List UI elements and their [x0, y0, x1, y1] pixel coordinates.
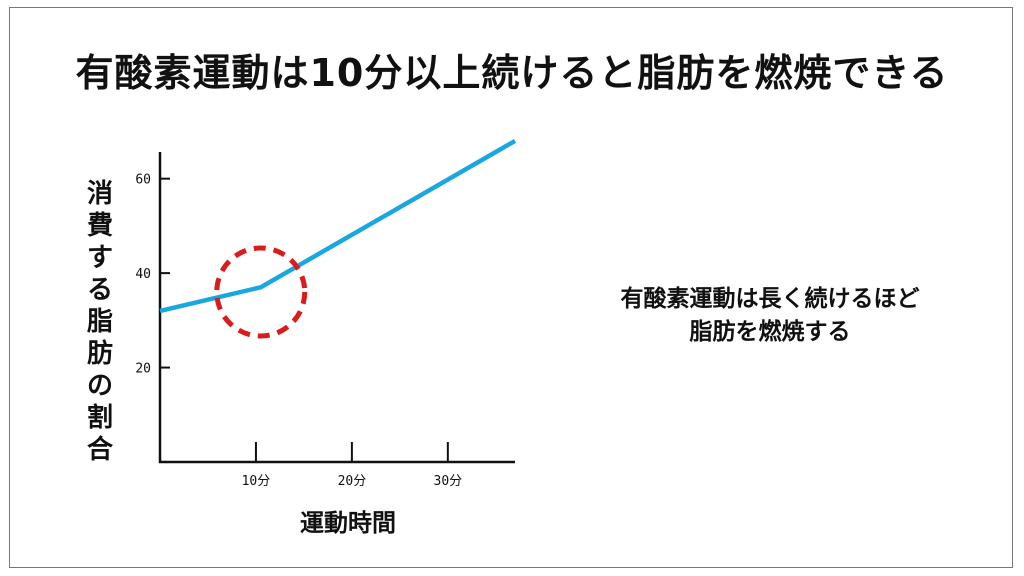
highlight-circle	[214, 245, 308, 339]
chart-series	[159, 138, 517, 314]
chart-ticks: 20 40 60 10分 20分 30分	[135, 173, 462, 489]
annotation-line-2: 脂肪を燃焼する	[689, 319, 851, 345]
annotation-text: 有酸素運動は長く続けるほど 脂肪を燃焼する	[560, 283, 980, 349]
x-tick-label: 30分	[434, 474, 463, 489]
x-tick-label: 10分	[242, 474, 271, 489]
annotation-line-1: 有酸素運動は長く続けるほど	[620, 286, 920, 312]
series-line	[159, 138, 517, 314]
chart-axes	[158, 152, 515, 464]
y-axis-label: 消費する脂肪の割合	[86, 179, 113, 465]
x-axis-label: 運動時間	[300, 509, 396, 537]
chart-highlight	[214, 245, 308, 339]
y-tick-label: 20	[135, 362, 151, 377]
slide-title: 有酸素運動は10分以上続けると脂肪を燃焼できる	[75, 51, 949, 95]
slide-frame	[9, 7, 1013, 568]
y-tick-label: 40	[135, 267, 151, 282]
x-tick-label: 20分	[338, 474, 367, 489]
y-tick-label: 60	[135, 173, 151, 188]
